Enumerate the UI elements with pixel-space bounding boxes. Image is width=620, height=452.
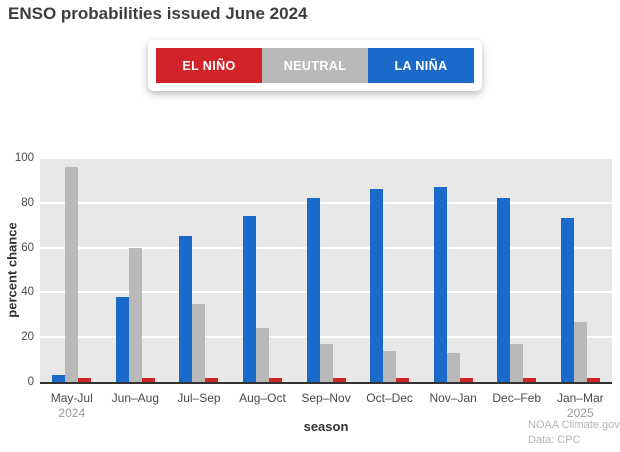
bar-neutral <box>128 247 142 382</box>
y-axis-label: percent chance <box>4 222 20 318</box>
bar-group: Nov–Jan <box>421 158 485 405</box>
y-tick-label: 100 <box>14 152 34 164</box>
bar-la-nina <box>370 189 384 382</box>
bar-group: Jun–Aug <box>104 158 168 405</box>
gridline <box>40 336 612 339</box>
bar-la-nina <box>433 187 447 382</box>
gridline <box>40 246 612 249</box>
bar-la-nina <box>179 236 193 382</box>
x-tick-sublabel: 2025 <box>566 406 594 420</box>
x-tick-label: Jan–Mar <box>556 391 604 405</box>
gridline <box>40 157 612 159</box>
bar-el-nino <box>459 377 473 382</box>
x-tick-label: Jul–Sep <box>177 391 221 405</box>
bar-la-nina <box>497 198 511 382</box>
x-tick-label: Oct–Dec <box>366 391 413 405</box>
bar-el-nino <box>205 377 219 382</box>
y-tick-label: 40 <box>21 286 34 299</box>
bar-group: Dec–Feb <box>485 158 549 405</box>
plot-area: 0 20 40 60 80 100 May-Jul 2024 Jun–Aug Jul–Sep Aug… <box>15 152 613 420</box>
bar-el-nino <box>268 377 282 382</box>
gridline <box>40 201 612 204</box>
bar-la-nina <box>560 218 574 382</box>
bar-la-nina <box>52 375 66 382</box>
x-tick-label: Sep–Nov <box>301 391 351 405</box>
credit-line-2: Data: CPC <box>528 433 581 446</box>
legend-item-label: NEUTRAL <box>283 58 347 73</box>
gridline <box>40 291 612 294</box>
bar-neutral <box>255 328 269 382</box>
legend-item-label: EL NIÑO <box>182 58 236 73</box>
x-axis-label: season <box>303 419 349 434</box>
y-tick-label: 20 <box>21 331 34 344</box>
x-tick-label: Dec–Feb <box>492 391 542 405</box>
bar-series-container: May-Jul 2024 Jun–Aug Jul–Sep Aug–Oct Sep–Nov O… <box>40 158 613 420</box>
bar-group: Sep–Nov <box>294 158 358 405</box>
y-tick-label: 80 <box>21 196 34 209</box>
bar-group: May-Jul 2024 <box>40 158 104 420</box>
bar-group: Jul–Sep <box>167 158 231 405</box>
bar-la-nina <box>115 296 129 382</box>
bar-el-nino <box>141 377 155 382</box>
source-credit: NOAA Climate.gov Data: CPC <box>528 418 620 448</box>
bar-group: Aug–Oct <box>231 158 295 405</box>
credit-line-1: NOAA Climate.gov <box>528 419 620 431</box>
bar-group: Jan–Mar 2025 <box>549 158 613 420</box>
bar-el-nino <box>586 377 600 382</box>
x-tick-label: Aug–Oct <box>239 391 286 405</box>
bar-group: Oct–Dec <box>358 158 422 405</box>
bar-neutral <box>510 343 524 382</box>
x-tick-label: May-Jul <box>50 391 93 405</box>
legend-item-la-nina: LA NIÑA <box>368 48 474 83</box>
bar-el-nino <box>332 377 346 382</box>
bar-neutral <box>319 343 333 382</box>
bar-neutral <box>573 321 587 382</box>
bar-la-nina <box>306 198 320 382</box>
bar-el-nino <box>78 377 92 382</box>
chart-title: ENSO probabilities issued June 2024 <box>8 4 308 23</box>
y-tick-label: 0 <box>27 376 34 388</box>
y-tick-label: 60 <box>21 241 34 254</box>
bar-neutral <box>446 352 460 382</box>
bar-neutral <box>65 166 79 382</box>
legend: EL NIÑO NEUTRAL LA NIÑA <box>148 40 482 91</box>
x-tick-label: Nov–Jan <box>429 391 477 405</box>
legend-item-el-nino: EL NIÑO <box>156 48 262 83</box>
bar-neutral <box>192 303 206 382</box>
bar-el-nino <box>396 377 410 382</box>
legend-item-label: LA NIÑA <box>394 58 448 73</box>
x-tick-label: Jun–Aug <box>111 391 160 405</box>
bar-neutral <box>383 350 397 382</box>
x-tick-sublabel: 2024 <box>58 406 86 420</box>
legend-item-neutral: NEUTRAL <box>262 48 368 83</box>
bar-la-nina <box>242 216 256 382</box>
bar-el-nino <box>523 377 537 382</box>
